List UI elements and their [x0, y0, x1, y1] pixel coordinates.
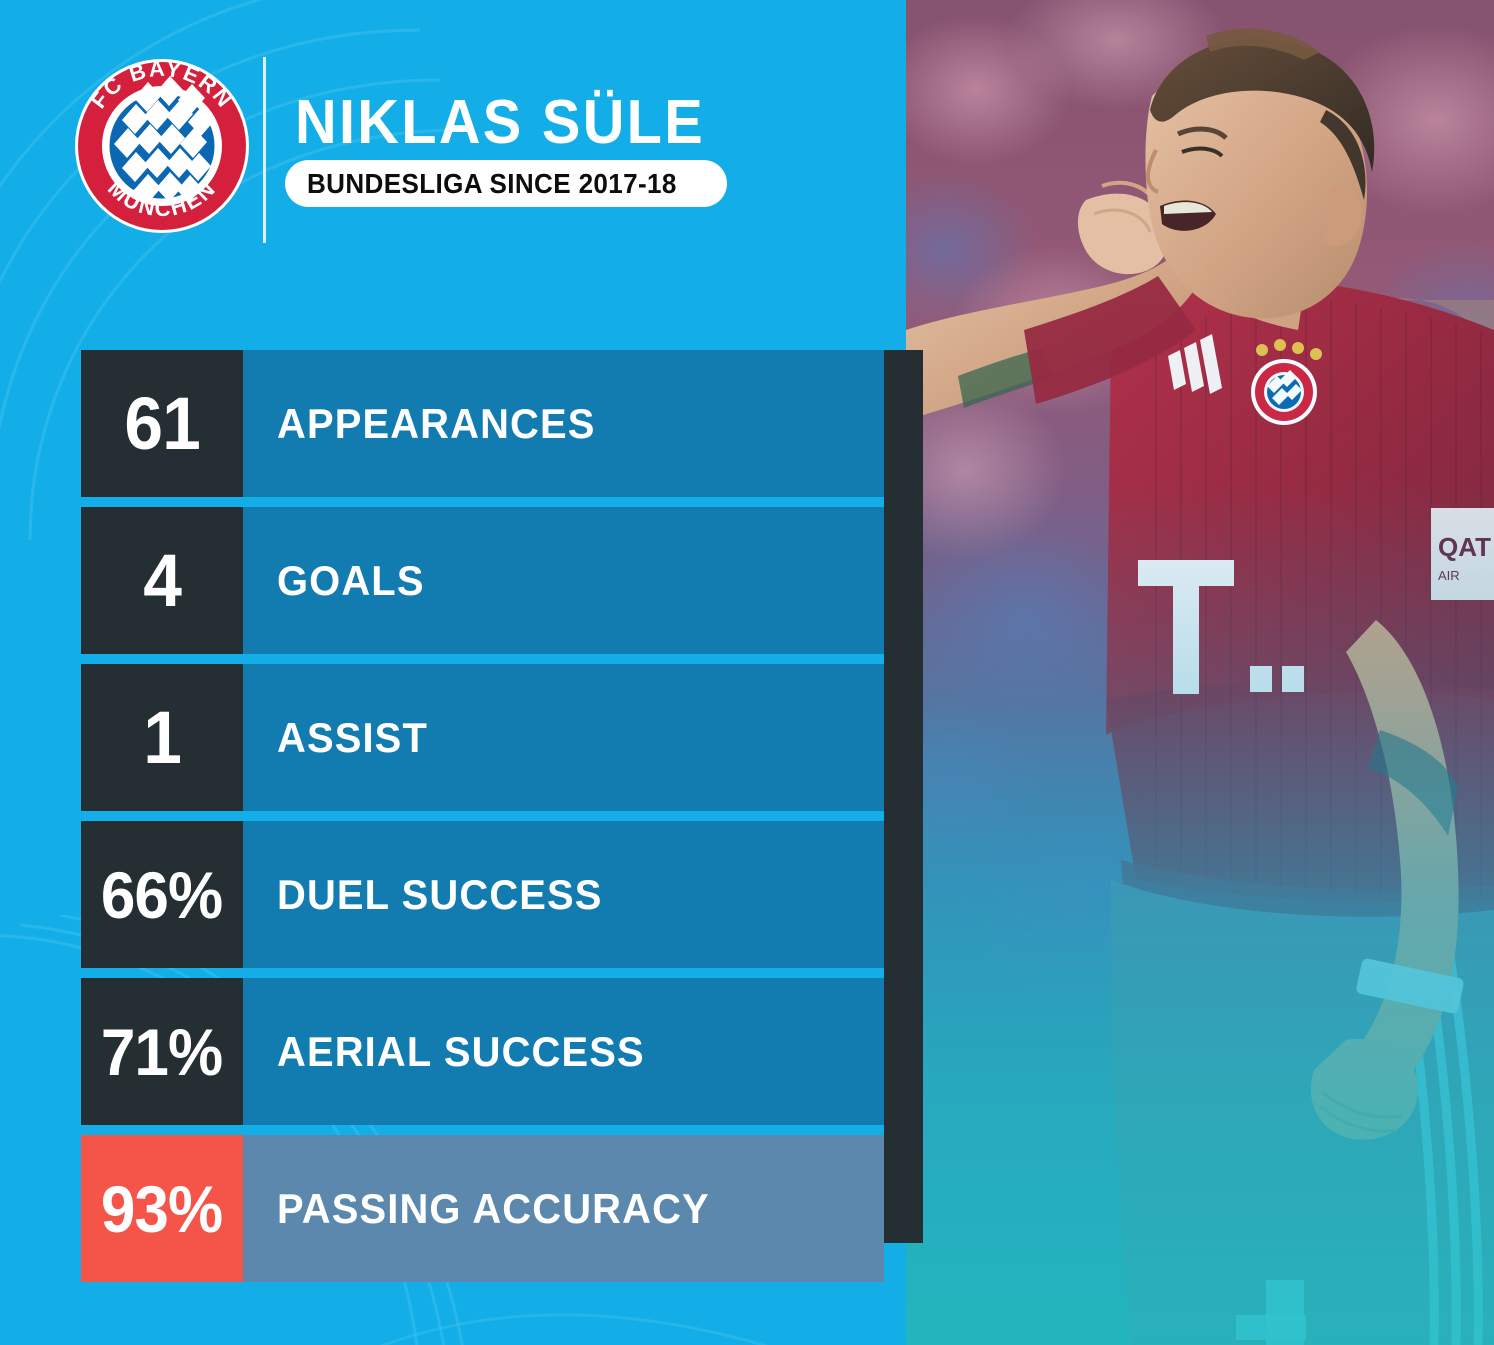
stat-value-box: 93%	[81, 1135, 243, 1282]
stat-value: 71%	[101, 1014, 223, 1089]
stat-bar: ASSIST	[243, 664, 884, 811]
bayern-munich-crest-icon: FC BAYERN MÜNCHEN	[74, 56, 250, 234]
stat-value-box: 71%	[81, 978, 243, 1125]
stat-label: PASSING ACCURACY	[277, 1184, 710, 1232]
stat-value: 1	[143, 695, 182, 779]
player-photo: QAT AIR	[906, 0, 1494, 1345]
subtitle-label: BUNDESLIGA SINCE 2017-18	[307, 167, 677, 199]
stat-value: 4	[143, 538, 182, 622]
stat-value-box: 1	[81, 664, 243, 811]
stat-label: DUEL SUCCESS	[277, 870, 603, 918]
stat-value-box: 4	[81, 507, 243, 654]
stat-label: GOALS	[277, 556, 425, 604]
stat-value-box: 61	[81, 350, 243, 497]
stat-bar: GOALS	[243, 507, 884, 654]
stats-panel-spine	[884, 350, 923, 1243]
stat-label: ASSIST	[277, 713, 428, 761]
stat-value: 66%	[101, 857, 223, 932]
stat-label: APPEARANCES	[277, 399, 596, 447]
stat-bar: PASSING ACCURACY	[243, 1135, 884, 1282]
stat-label: AERIAL SUCCESS	[277, 1027, 645, 1075]
stat-bar: AERIAL SUCCESS	[243, 978, 884, 1125]
page-title: NIKLAS SÜLE	[295, 88, 705, 157]
photo-color-overlay	[906, 0, 1494, 1345]
subtitle-badge: BUNDESLIGA SINCE 2017-18	[285, 160, 727, 207]
stat-value-box: 66%	[81, 821, 243, 968]
stat-value: 93%	[101, 1171, 223, 1246]
stat-value: 61	[124, 381, 200, 465]
stat-bar: DUEL SUCCESS	[243, 821, 884, 968]
stat-bar: APPEARANCES	[243, 350, 884, 497]
header-divider	[263, 57, 266, 243]
